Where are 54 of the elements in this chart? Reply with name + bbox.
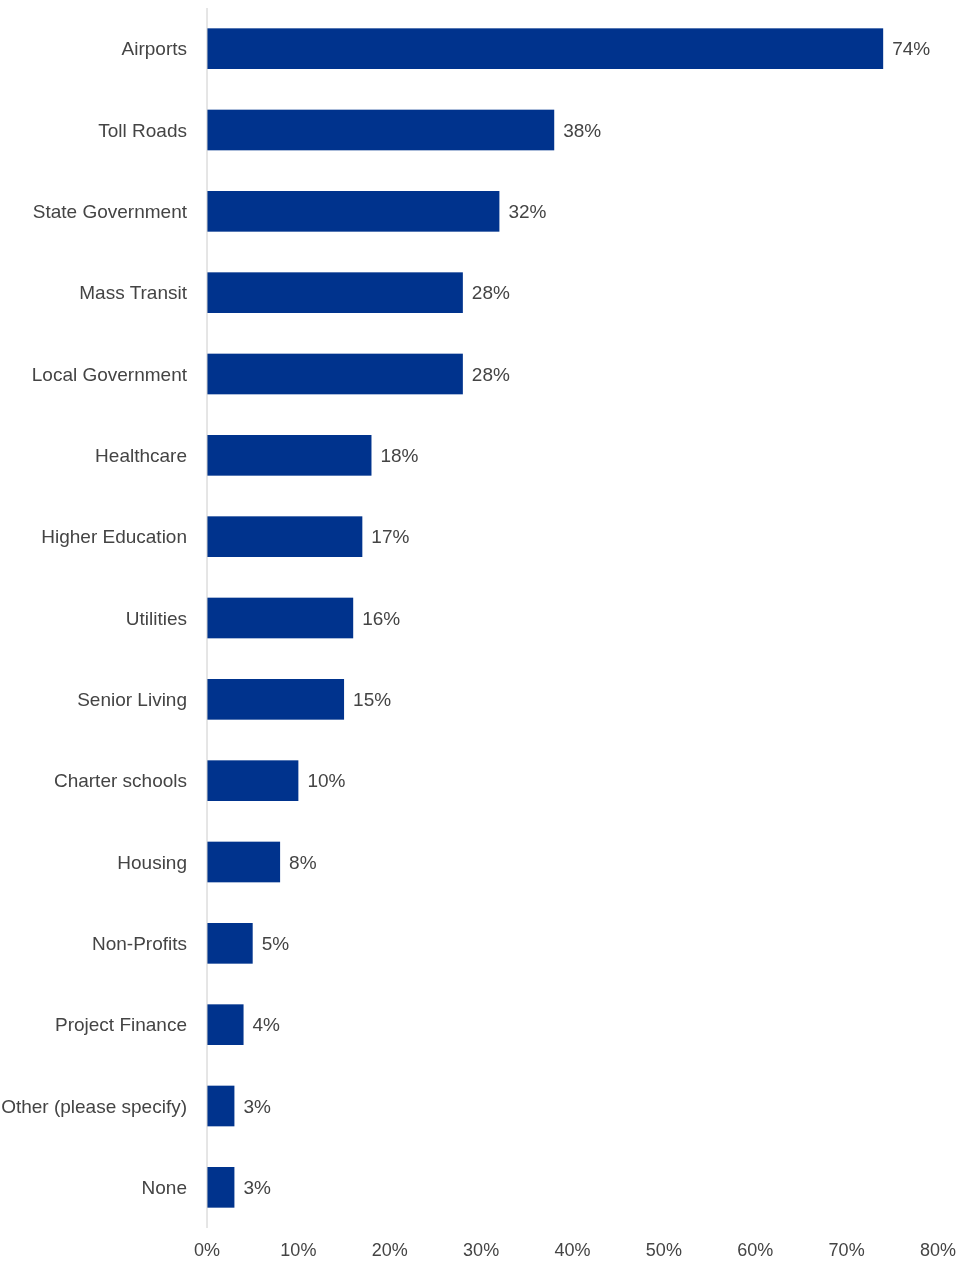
data-label: 18%	[380, 444, 419, 466]
y-tick-label: Utilities	[125, 607, 187, 629]
data-label: 28%	[471, 363, 510, 385]
y-tick-label: Charter schools	[53, 770, 187, 792]
data-label: 28%	[471, 282, 510, 304]
data-label: 10%	[307, 770, 346, 792]
bar	[207, 760, 299, 801]
bar	[207, 191, 500, 232]
bar	[207, 109, 555, 151]
x-tick-label: 40%	[554, 1240, 591, 1260]
x-tick-label: 30%	[463, 1240, 500, 1260]
y-tick-label: Mass Transit	[79, 282, 188, 304]
data-label: 32%	[508, 200, 547, 222]
y-tick-label: Project Finance	[54, 1014, 187, 1036]
bar	[207, 516, 363, 557]
x-tick-label: 0%	[193, 1240, 221, 1260]
y-tick-label: Other (please specify)	[1, 1095, 187, 1117]
x-tick-label: 50%	[645, 1240, 682, 1260]
bar	[207, 272, 463, 313]
data-label: 8%	[289, 851, 317, 873]
bar	[207, 1167, 235, 1208]
data-label: 4%	[252, 1014, 281, 1036]
bar	[207, 597, 354, 639]
x-tick-label: 10%	[280, 1240, 317, 1260]
bar	[207, 353, 463, 395]
y-tick-label: State Government	[32, 200, 188, 222]
x-tick-label: 20%	[371, 1240, 408, 1260]
y-tick-label: Healthcare	[95, 444, 187, 466]
data-label: 74%	[892, 38, 931, 60]
y-tick-label: Airports	[121, 38, 187, 60]
bar	[207, 1085, 235, 1127]
y-tick-label: Local Government	[31, 363, 188, 385]
bar	[207, 1004, 244, 1045]
data-label: 16%	[362, 607, 401, 629]
y-tick-label: Toll Roads	[98, 119, 187, 141]
data-label: 3%	[243, 1176, 271, 1198]
y-tick-label: Housing	[117, 851, 187, 873]
bar	[207, 435, 372, 476]
y-tick-label: Non-Profits	[91, 932, 187, 954]
data-label: 38%	[563, 119, 602, 141]
bar	[207, 28, 884, 69]
y-tick-label: None	[141, 1176, 187, 1198]
bar	[207, 923, 253, 964]
data-label: 15%	[353, 688, 392, 710]
bar	[207, 679, 345, 720]
data-label: 3%	[243, 1095, 271, 1117]
y-tick-label: Senior Living	[77, 688, 187, 710]
y-tick-label: Higher Education	[41, 526, 187, 548]
x-tick-label: 70%	[828, 1240, 865, 1260]
data-label: 5%	[261, 932, 290, 954]
data-label: 17%	[371, 526, 410, 548]
bar	[207, 841, 281, 883]
x-tick-label: 60%	[737, 1240, 774, 1260]
x-tick-label: 80%	[919, 1240, 957, 1260]
